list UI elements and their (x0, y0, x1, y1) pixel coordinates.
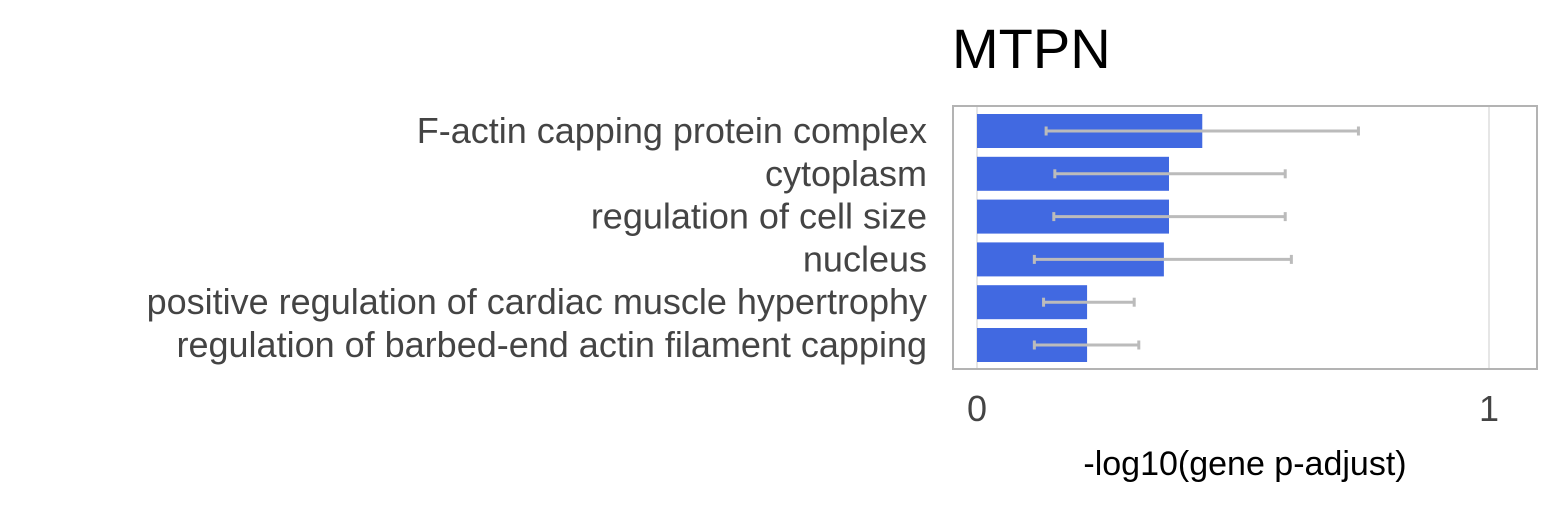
grid-layer (976, 107, 1490, 368)
x-tick-label: 1 (1479, 388, 1499, 429)
category-label: regulation of cell size (591, 196, 927, 237)
category-label: cytoplasm (765, 153, 927, 194)
x-axis-title: -log10(gene p-adjust) (1083, 445, 1406, 483)
error-bars (1032, 126, 1360, 350)
category-label: positive regulation of cardiac muscle hy… (147, 281, 927, 322)
chart-title: MTPN (952, 17, 1111, 80)
category-label: regulation of barbed-end actin filament … (177, 324, 928, 365)
x-tick-label: 0 (967, 388, 987, 429)
category-label: F-actin capping protein complex (417, 110, 927, 151)
plot-frame (952, 105, 1538, 370)
category-labels: F-actin capping protein complexcytoplasm… (147, 110, 927, 365)
bars (977, 114, 1203, 362)
category-label: nucleus (803, 238, 927, 279)
